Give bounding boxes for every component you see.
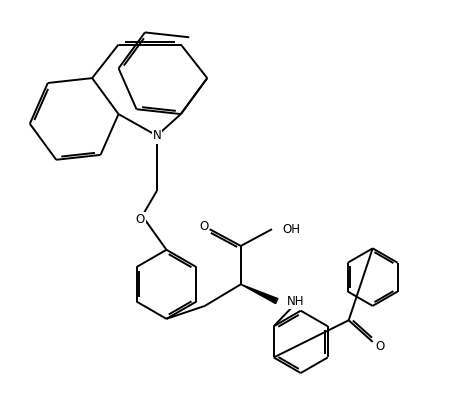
Text: O: O: [135, 213, 145, 226]
Text: OH: OH: [283, 223, 301, 236]
Text: O: O: [199, 220, 209, 233]
Polygon shape: [241, 284, 278, 304]
Text: O: O: [375, 340, 385, 353]
Text: N: N: [152, 129, 161, 142]
Text: NH: NH: [287, 295, 305, 308]
